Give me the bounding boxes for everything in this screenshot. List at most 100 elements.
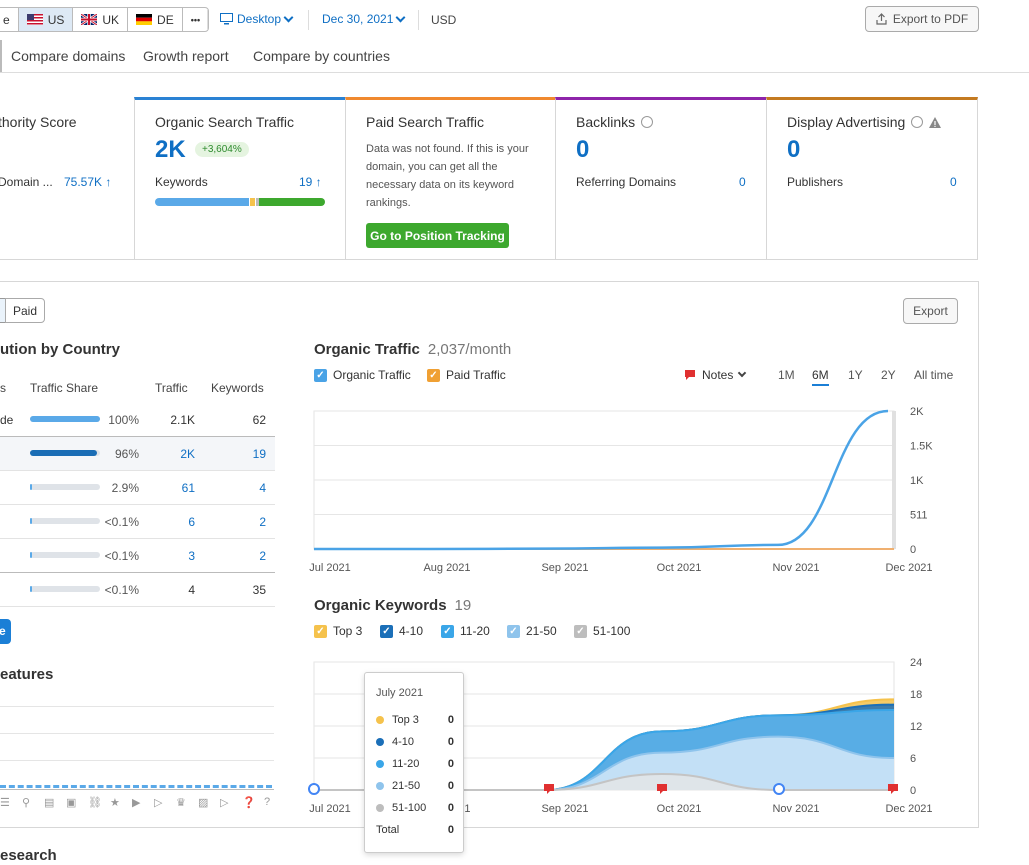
- series-line-organic: [314, 409, 889, 551]
- export-pdf-button[interactable]: Export to PDF: [865, 6, 979, 32]
- tab-compare-domains[interactable]: Compare domains: [11, 48, 126, 64]
- backlinks-value[interactable]: 0: [576, 136, 590, 163]
- play-icon: ▶: [132, 797, 141, 809]
- paid-toggle-button[interactable]: Paid: [5, 298, 45, 323]
- more-button-stub[interactable]: e: [0, 619, 11, 644]
- organic-traffic-value[interactable]: 2K: [155, 136, 186, 163]
- dot-icon: [376, 782, 384, 790]
- card-row-value[interactable]: 0: [950, 175, 957, 189]
- x-tick-label: Jul 2021: [309, 803, 351, 815]
- traffic-value[interactable]: 6: [188, 515, 195, 529]
- card-display-advertising: Display Advertising 0 Publishers 0: [766, 97, 978, 260]
- range-1y[interactable]: 1Y: [848, 368, 863, 382]
- image-icon: ▣: [66, 797, 77, 809]
- keywords-value[interactable]: 4: [259, 481, 266, 495]
- legend-top3[interactable]: ✓ Top 3: [314, 624, 362, 638]
- main-panel: [0, 281, 979, 828]
- help-icon: ?: [264, 796, 271, 808]
- legend-label: 51-100: [593, 624, 631, 638]
- table-row[interactable]: <0.1% 6 2: [0, 505, 275, 539]
- device-dropdown[interactable]: Desktop: [220, 12, 294, 26]
- divider: [308, 10, 309, 30]
- range-6m[interactable]: 6M: [812, 368, 829, 386]
- tooltip-title: July 2021: [376, 687, 424, 699]
- traffic-share-fill: [30, 484, 33, 490]
- chart-subtitle: 19: [454, 597, 472, 614]
- legend-label: 4-10: [399, 624, 424, 638]
- paid-empty-text: Data was not found. If this is your doma…: [366, 143, 529, 209]
- db-more-button[interactable]: •••: [183, 8, 208, 31]
- table-row[interactable]: 2.9% 61 4: [0, 471, 275, 505]
- series-area-21-50: [314, 736, 894, 790]
- db-button-us[interactable]: US: [18, 8, 74, 31]
- db-button-uk[interactable]: UK: [73, 8, 129, 31]
- dot-icon: [376, 738, 384, 746]
- features-gridline: [0, 760, 274, 761]
- tab-growth-report[interactable]: Growth report: [143, 48, 229, 64]
- card-paid-search: Paid Search Traffic Data was not found. …: [345, 97, 556, 260]
- traffic-value[interactable]: 2K: [180, 447, 195, 461]
- traffic-share-bar: [30, 586, 100, 592]
- traffic-share-fill: [30, 416, 100, 422]
- table-row[interactable]: de 100% 2.1K 62: [0, 403, 275, 437]
- legend-organic-traffic[interactable]: ✓ Organic Traffic: [314, 368, 411, 382]
- range-2y[interactable]: 2Y: [881, 368, 896, 382]
- divider: [418, 10, 419, 30]
- desktop-icon: [220, 13, 233, 25]
- us-flag-icon: [26, 14, 43, 25]
- notes-dropdown[interactable]: Notes: [684, 368, 747, 382]
- range-all-time[interactable]: All time: [914, 368, 954, 382]
- y-tick-label: 1.5K: [910, 441, 933, 453]
- position-tracking-button[interactable]: Go to Position Tracking: [366, 223, 509, 248]
- tooltip-label: 51-100: [392, 802, 427, 814]
- card-row-value[interactable]: 19 ↑: [299, 175, 322, 189]
- db-button-de[interactable]: DE: [128, 8, 183, 31]
- uk-flag-icon: [81, 14, 98, 25]
- legend-51-100[interactable]: ✓ 51-100: [574, 624, 630, 638]
- traffic-share-fill: [30, 450, 98, 456]
- y-tick-label: 511: [910, 510, 928, 522]
- x-tick-label: Sep 2021: [541, 562, 588, 574]
- card-row-value[interactable]: 0: [739, 175, 746, 189]
- keywords-value[interactable]: 2: [259, 549, 266, 563]
- traffic-value[interactable]: 61: [181, 481, 195, 495]
- device-label: Desktop: [237, 12, 282, 26]
- checkbox-icon: ✓: [314, 624, 327, 638]
- legend-21-50[interactable]: ✓ 21-50: [507, 624, 557, 638]
- note-marker-icon: [888, 784, 898, 794]
- x-tick-label: Dec 2021: [885, 562, 932, 574]
- traffic-value[interactable]: 3: [188, 549, 195, 563]
- legend-paid-traffic[interactable]: ✓ Paid Traffic: [427, 368, 506, 382]
- serp-features-title: eatures: [0, 666, 54, 683]
- card-row-label: Domain ...: [0, 175, 53, 189]
- keywords-value[interactable]: 2: [259, 515, 266, 529]
- card-title: Backlinks: [576, 114, 654, 130]
- keywords-value[interactable]: 19: [252, 447, 266, 461]
- tooltip-row: 4-10 0: [376, 736, 454, 748]
- card-title: Organic Search Traffic: [155, 114, 295, 130]
- db-label: US: [47, 12, 65, 27]
- range-1m[interactable]: 1M: [778, 368, 795, 382]
- card-title: thority Score: [0, 114, 77, 130]
- date-dropdown[interactable]: Dec 30, 2021: [322, 12, 406, 26]
- display-value[interactable]: 0: [787, 136, 801, 163]
- dot-icon: [376, 760, 384, 768]
- tab-compare-by-countries[interactable]: Compare by countries: [253, 48, 390, 64]
- card-title-text: Display Advertising: [787, 114, 906, 130]
- legend-11-20[interactable]: ✓ 11-20: [441, 624, 490, 638]
- features-axis: [0, 789, 274, 790]
- traffic-share-percent: <0.1%: [104, 515, 139, 529]
- x-tick-label: Jul 2021: [309, 562, 351, 574]
- table-row[interactable]: <0.1% 3 2: [0, 539, 275, 573]
- traffic-value: 4: [188, 583, 195, 597]
- card-row-value[interactable]: 75.57K ↑: [64, 175, 112, 189]
- table-row[interactable]: <0.1% 4 35: [0, 573, 275, 607]
- legend-4-10[interactable]: ✓ 4-10: [380, 624, 423, 638]
- card-title: Display Advertising: [787, 114, 942, 130]
- db-button-prev[interactable]: e: [0, 8, 19, 31]
- note-marker-icon: [544, 784, 554, 794]
- globe-icon: [641, 116, 654, 128]
- table-row[interactable]: 96% 2K 19: [0, 437, 275, 471]
- x-tick-label: Sep 2021: [541, 803, 588, 815]
- export-button[interactable]: Export: [903, 298, 958, 324]
